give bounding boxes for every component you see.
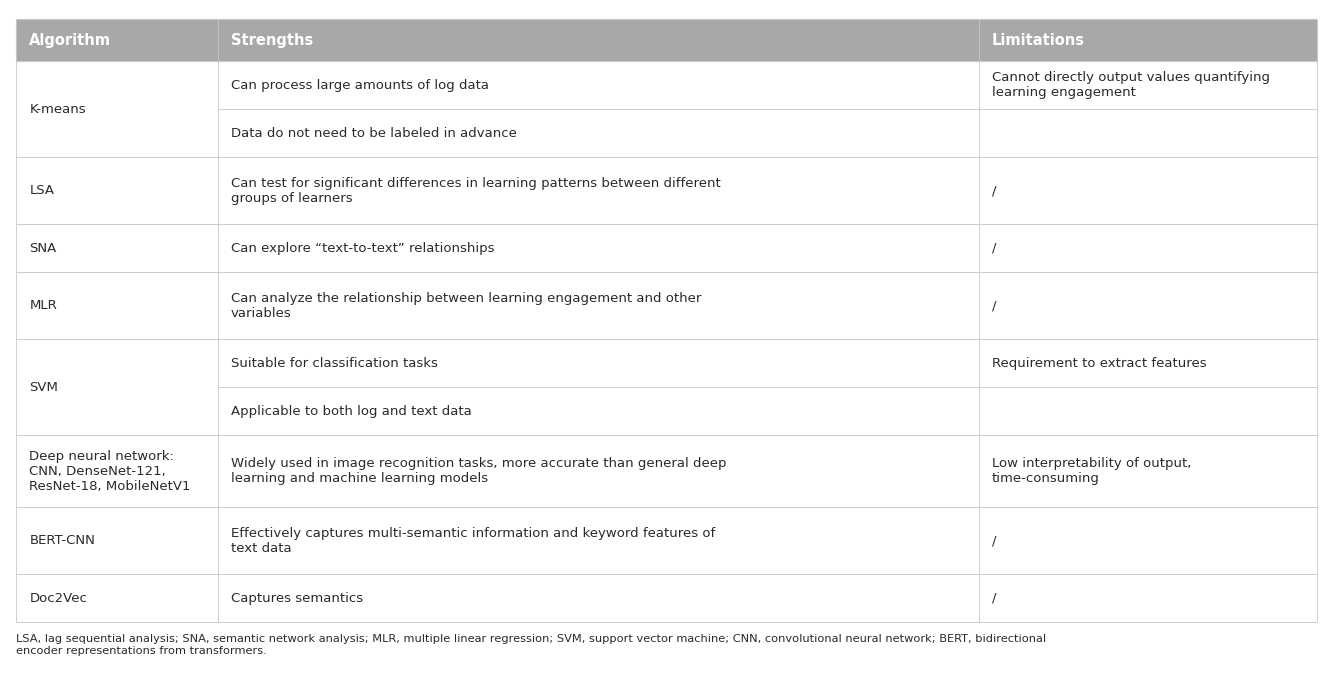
- Bar: [16, 19, 1317, 61]
- Bar: [16, 61, 1317, 157]
- Text: Doc2Vec: Doc2Vec: [29, 592, 87, 605]
- Text: Applicable to both log and text data: Applicable to both log and text data: [231, 405, 472, 418]
- Text: /: /: [992, 299, 997, 312]
- Text: BERT-CNN: BERT-CNN: [29, 534, 95, 547]
- Text: SNA: SNA: [29, 241, 56, 255]
- Text: Can process large amounts of log data: Can process large amounts of log data: [231, 79, 489, 92]
- Text: K-means: K-means: [29, 103, 85, 116]
- Bar: [16, 339, 1317, 435]
- Text: Data do not need to be labeled in advance: Data do not need to be labeled in advanc…: [231, 126, 517, 139]
- Text: Suitable for classification tasks: Suitable for classification tasks: [231, 357, 437, 370]
- Bar: [16, 157, 1317, 224]
- Bar: [16, 574, 1317, 622]
- Text: LSA: LSA: [29, 184, 55, 197]
- Text: Can explore “text-to-text” relationships: Can explore “text-to-text” relationships: [231, 241, 495, 255]
- Text: Effectively captures multi-semantic information and keyword features of
text dat: Effectively captures multi-semantic info…: [231, 527, 716, 555]
- Text: Low interpretability of output,
time-consuming: Low interpretability of output, time-con…: [992, 457, 1192, 485]
- Bar: [16, 507, 1317, 574]
- Text: /: /: [992, 534, 997, 547]
- Text: Captures semantics: Captures semantics: [231, 592, 363, 605]
- Text: Widely used in image recognition tasks, more accurate than general deep
learning: Widely used in image recognition tasks, …: [231, 457, 726, 485]
- Text: Can test for significant differences in learning patterns between different
grou: Can test for significant differences in …: [231, 177, 721, 205]
- Bar: [16, 224, 1317, 272]
- Text: Requirement to extract features: Requirement to extract features: [992, 357, 1206, 370]
- Text: Can analyze the relationship between learning engagement and other
variables: Can analyze the relationship between lea…: [231, 292, 701, 320]
- Text: Cannot directly output values quantifying
learning engagement: Cannot directly output values quantifyin…: [992, 71, 1270, 99]
- Text: Limitations: Limitations: [992, 33, 1085, 48]
- Bar: [16, 19, 1317, 61]
- Text: Algorithm: Algorithm: [29, 33, 112, 48]
- Text: LSA, lag sequential analysis; SNA, semantic network analysis; MLR, multiple line: LSA, lag sequential analysis; SNA, seman…: [16, 634, 1046, 656]
- Text: SVM: SVM: [29, 381, 59, 394]
- Text: /: /: [992, 592, 997, 605]
- Text: Deep neural network:
CNN, DenseNet-121,
ResNet-18, MobileNetV1: Deep neural network: CNN, DenseNet-121, …: [29, 449, 191, 493]
- Text: MLR: MLR: [29, 299, 57, 312]
- Bar: [16, 435, 1317, 507]
- Text: /: /: [992, 241, 997, 255]
- Bar: [16, 272, 1317, 339]
- Text: /: /: [992, 184, 997, 197]
- Text: Strengths: Strengths: [231, 33, 313, 48]
